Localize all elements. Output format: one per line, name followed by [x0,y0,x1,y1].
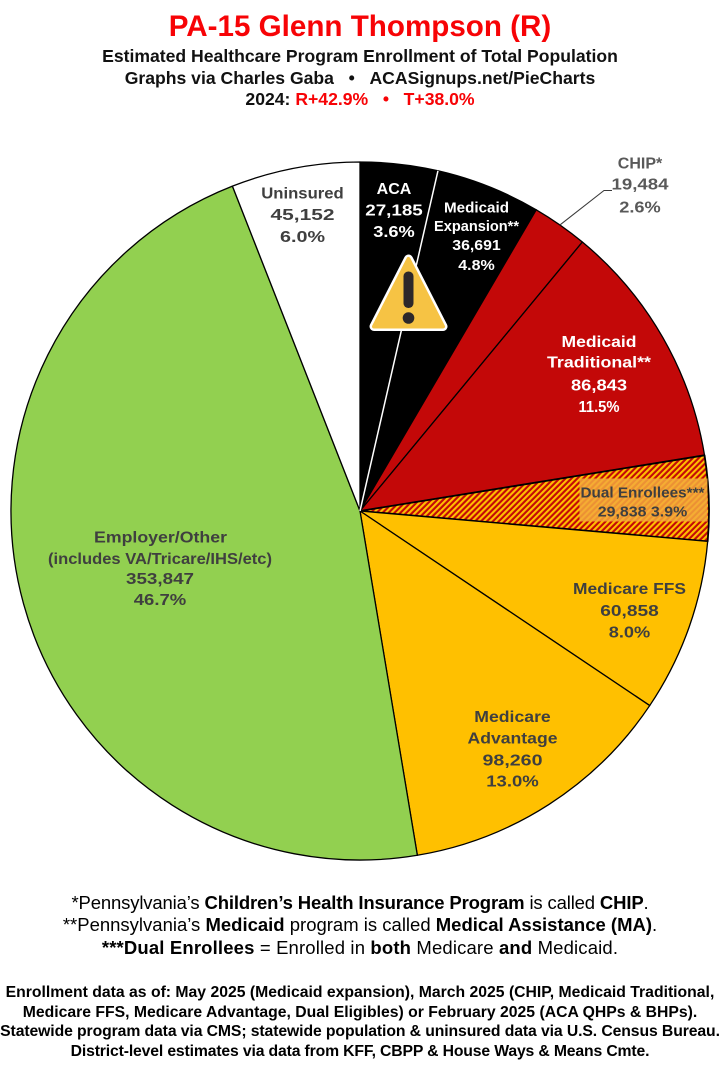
svg-text:Advantage: Advantage [468,731,558,748]
svg-text:ACA: ACA [377,181,412,198]
svg-text:27,185: 27,185 [365,203,423,220]
svg-text:45,152: 45,152 [271,207,335,224]
svg-text:86,843: 86,843 [571,378,627,395]
svg-text:Traditional**: Traditional** [547,355,652,372]
svg-text:98,260: 98,260 [483,753,543,770]
svg-text:Medicare FFS: Medicare FFS [573,581,686,598]
svg-text:3.6%: 3.6% [373,224,415,241]
svg-text:Employer/Other: Employer/Other [94,530,227,547]
svg-text:11.5%: 11.5% [579,399,620,416]
svg-text:353,847: 353,847 [126,571,194,588]
svg-text:(includes VA/Tricare/IHS/etc): (includes VA/Tricare/IHS/etc) [48,551,272,568]
svg-text:Uninsured: Uninsured [261,186,344,203]
svg-text:13.0%: 13.0% [486,774,539,791]
svg-text:6.0%: 6.0% [280,229,325,246]
svg-text:CHIP*: CHIP* [618,156,663,173]
svg-text:4.8%: 4.8% [458,258,495,274]
svg-text:Medicaid: Medicaid [444,201,509,217]
svg-text:2.6%: 2.6% [619,200,661,217]
svg-text:29,838 3.9%: 29,838 3.9% [598,505,688,521]
svg-text:19,484: 19,484 [612,177,669,194]
svg-text:60,858: 60,858 [600,603,659,620]
svg-text:36,691: 36,691 [452,238,501,254]
svg-text:Expansion**: Expansion** [434,219,519,235]
svg-text:8.0%: 8.0% [609,625,651,642]
svg-text:46.7%: 46.7% [134,592,187,609]
svg-text:Medicaid: Medicaid [562,334,637,351]
svg-text:Medicare: Medicare [474,709,551,726]
svg-text:Dual Enrollees***: Dual Enrollees*** [581,485,705,501]
